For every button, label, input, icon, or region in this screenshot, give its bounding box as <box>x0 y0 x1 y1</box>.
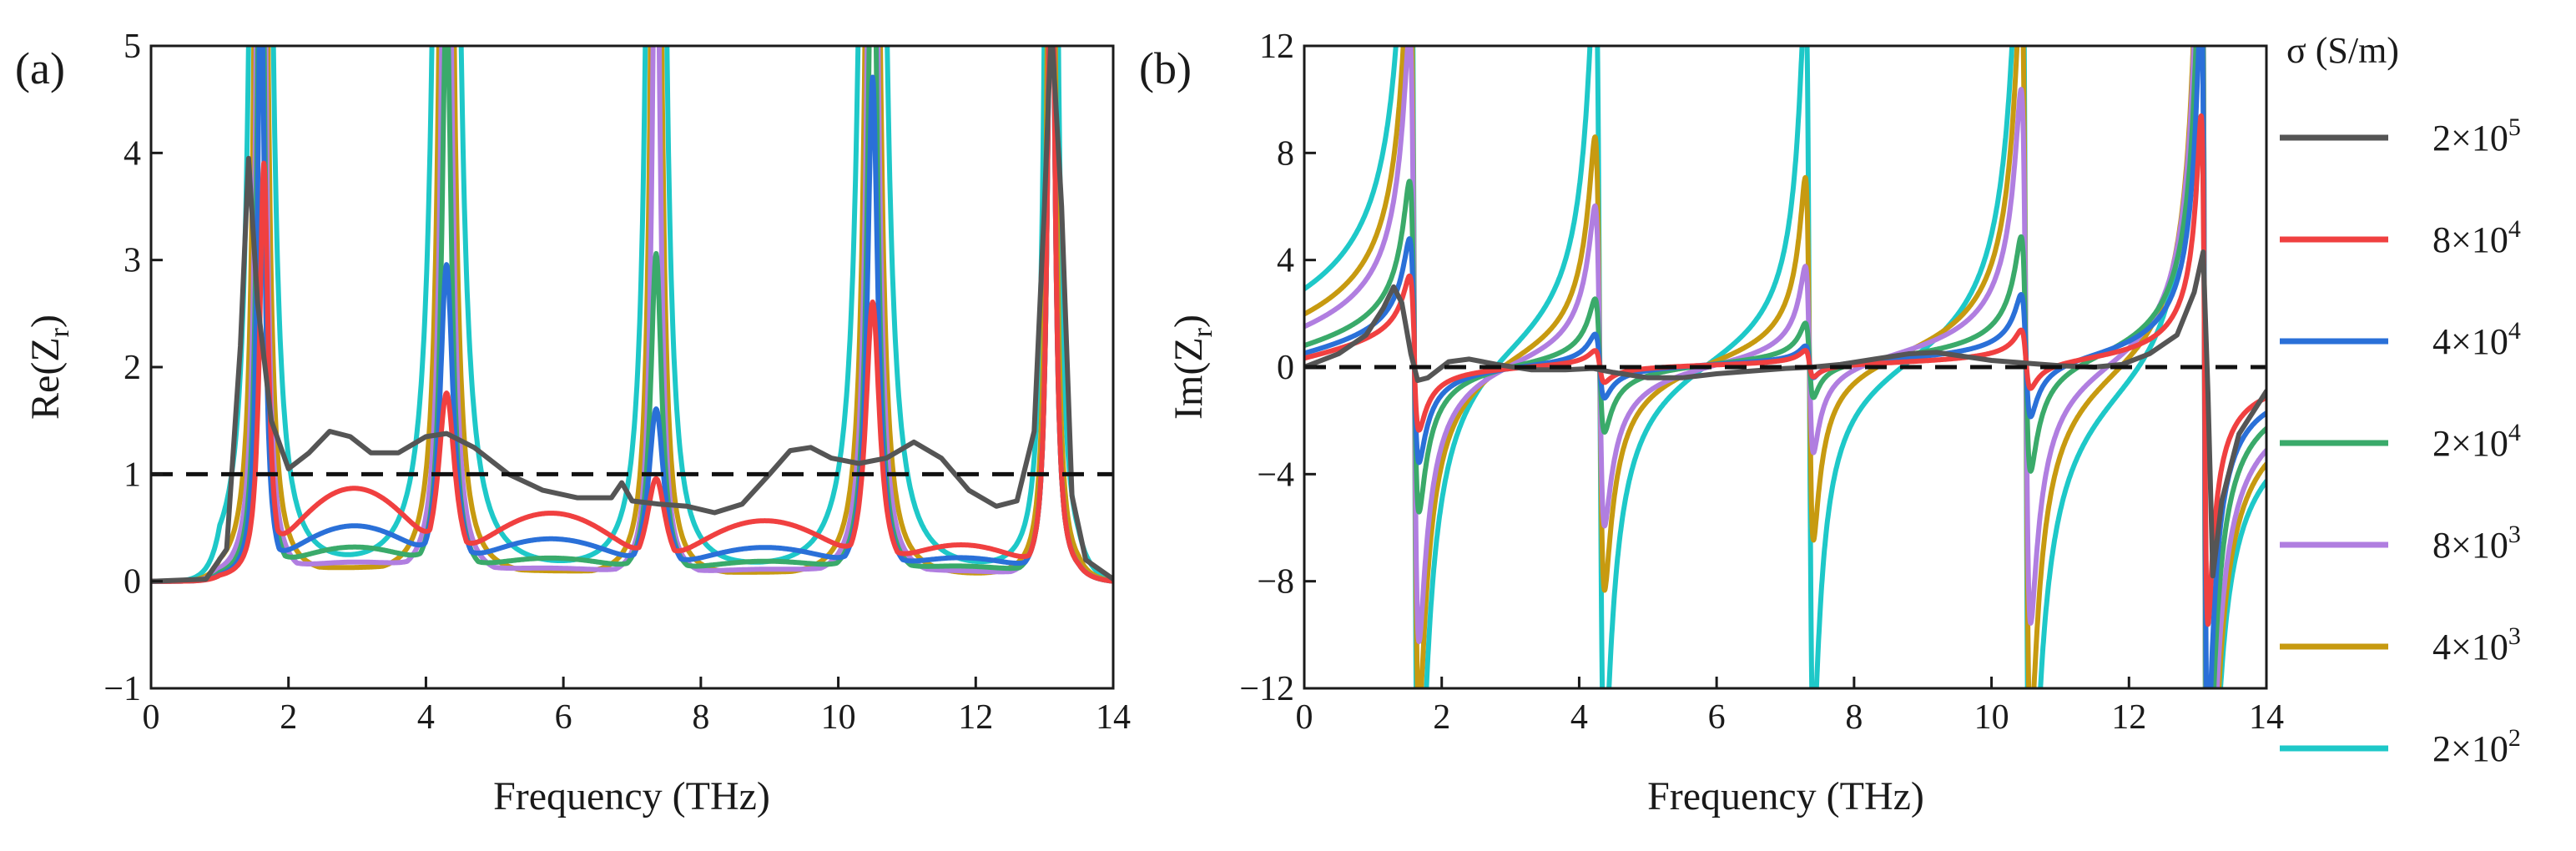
panel-b-series-line <box>1304 249 2266 579</box>
panel-b-x-tick-label: 2 <box>1433 698 1450 737</box>
legend-entry-label: 4×104 <box>2432 317 2521 362</box>
panel-a-x-tick-label: 12 <box>958 698 993 737</box>
panel-b-series-line <box>1304 46 2266 688</box>
panel-a-y-tick-label: 3 <box>124 242 141 280</box>
panel-b-y-tick-label: −12 <box>1239 670 1294 708</box>
legend-entry-label: 2×104 <box>2432 419 2521 464</box>
panel-a-series-line <box>151 46 1113 584</box>
panel-a-label: (a) <box>15 43 65 93</box>
panel-a-plot-frame <box>149 44 1115 690</box>
panel-b: (b) 0 2 4 6 8 10 12 14 −12 −8 −4 0 4 8 12 Frequency (T… <box>1139 28 2284 818</box>
panel-a-y-tick-label: −1 <box>103 670 141 708</box>
panel-b-x-tick-label: 12 <box>2111 698 2146 737</box>
panel-a-x-tick-label: 0 <box>143 698 160 737</box>
panel-b-x-tick-label: 10 <box>1974 698 2009 737</box>
panel-a-x-tick-label: 8 <box>692 698 709 737</box>
panel-a-series-line <box>151 46 1113 584</box>
panel-a-x-axis-title: Frequency (THz) <box>493 774 770 818</box>
panel-b-series-line <box>1304 46 2266 688</box>
panel-a-y-tick-label: 1 <box>124 456 141 494</box>
panel-b-series-line <box>1304 46 2266 688</box>
panel-b-series <box>1304 46 2266 688</box>
panel-a-y-axis-title: Re(Zr) <box>23 315 75 420</box>
legend-entry-label: 2×105 <box>2432 113 2521 159</box>
panel-b-series-line <box>1304 113 2266 627</box>
panel-b-x-tick-label: 14 <box>2249 698 2284 737</box>
panel-a-y-tick-label: 2 <box>124 349 141 387</box>
panel-b-x-axis-title: Frequency (THz) <box>1647 774 1924 818</box>
panel-a-y-tick-label: 5 <box>124 28 141 66</box>
panel-b-x-tick-label: 0 <box>1296 698 1313 737</box>
legend-title: σ (S/m) <box>2286 30 2399 71</box>
panel-b-y-tick-label: −4 <box>1257 456 1294 494</box>
panel-b-y-tick-label: 0 <box>1277 349 1294 387</box>
panel-a-x-tick-label: 4 <box>417 698 435 737</box>
panel-b-y-tick-label: 12 <box>1259 28 1294 66</box>
panel-b-x-tick-label: 4 <box>1570 698 1588 737</box>
panel-b-x-tick-label: 8 <box>1845 698 1863 737</box>
panel-a-x-tick-label: 2 <box>280 698 297 737</box>
panel-b-series-line <box>1304 46 2266 688</box>
panel-b-x-tick-label: 6 <box>1708 698 1726 737</box>
legend-entry-label: 8×103 <box>2432 521 2521 566</box>
panel-a-x-tick-label: 14 <box>1096 698 1131 737</box>
panel-a-y-tick-label: 0 <box>124 563 141 602</box>
legend-entry-label: 8×104 <box>2432 215 2521 260</box>
panel-b-label: (b) <box>1139 43 1192 93</box>
panel-a-series-line <box>151 46 1113 584</box>
panel-b-y-tick-label: −8 <box>1257 563 1294 602</box>
panel-a-x-tick-label: 10 <box>821 698 856 737</box>
panel-a-x-tick-label: 6 <box>555 698 572 737</box>
legend-entry-label: 2×102 <box>2432 724 2521 769</box>
panel-a-series-line <box>151 46 1113 584</box>
panel-b-ticks: 0 2 4 6 8 10 12 14 −12 −8 −4 0 4 8 12 <box>1239 28 2284 737</box>
legend-entry-label: 4×103 <box>2432 622 2521 667</box>
panel-a-y-tick-label: 4 <box>124 134 141 173</box>
panel-b-y-tick-label: 4 <box>1277 242 1294 280</box>
panel-b-y-tick-label: 8 <box>1277 134 1294 173</box>
panel-b-y-axis-title: Im(Zr) <box>1167 315 1218 420</box>
panel-a-series <box>151 46 1113 584</box>
legend: σ (S/m) 2×105 8×104 4×104 2×104 8×103 4×103 2×… <box>2280 30 2521 769</box>
panel-b-series-line <box>1304 46 2266 688</box>
